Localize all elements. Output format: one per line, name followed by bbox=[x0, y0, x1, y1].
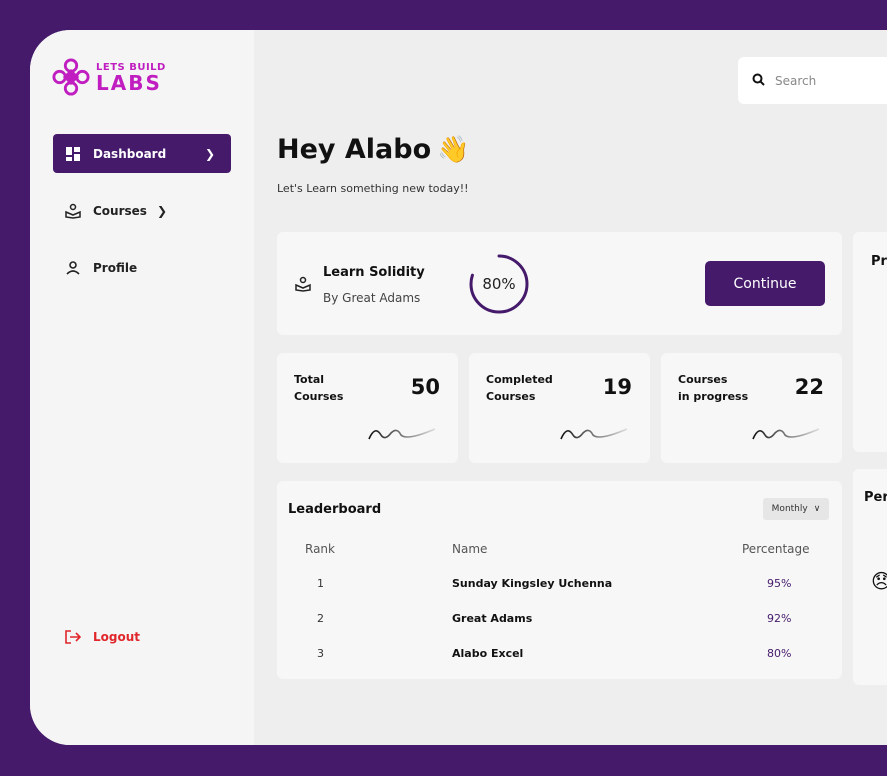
name-cell: Great Adams bbox=[452, 612, 533, 625]
stat-card-completed: Completed Courses 19 bbox=[469, 353, 650, 463]
course-author: By Great Adams bbox=[323, 291, 421, 305]
dashboard-icon bbox=[65, 146, 81, 162]
logo-text-top: LETS BUILD bbox=[96, 61, 166, 73]
trend-squiggle-icon bbox=[560, 428, 628, 440]
user-icon bbox=[65, 260, 81, 276]
column-header-rank: Rank bbox=[305, 542, 335, 556]
chevron-right-icon: ❯ bbox=[156, 203, 167, 218]
column-header-name: Name bbox=[452, 542, 488, 556]
page-title: Hey Alabo 👋 bbox=[277, 134, 470, 165]
sidebar-item-profile[interactable]: Profile bbox=[53, 248, 231, 287]
progress-ring bbox=[469, 254, 529, 314]
percentage-cell: 92% bbox=[767, 612, 792, 625]
leaderboard-title: Leaderboard bbox=[288, 502, 382, 517]
stat-card-in-progress: Courses in progress 22 bbox=[661, 353, 842, 463]
sidebar: LETS BUILD LABS Dashboard ❯ Courses ❯ Pr… bbox=[30, 30, 254, 745]
app-frame: LETS BUILD LABS Dashboard ❯ Courses ❯ Pr… bbox=[30, 30, 887, 745]
sidebar-item-dashboard[interactable]: Dashboard ❯ bbox=[53, 134, 231, 173]
progress-panel: Pr bbox=[853, 232, 887, 452]
continue-button[interactable]: Continue bbox=[705, 261, 825, 306]
waving-hand-icon: 👋 bbox=[437, 134, 470, 165]
period-select[interactable]: Monthly ∨ bbox=[763, 498, 829, 520]
chevron-right-icon: ❯ bbox=[204, 146, 215, 161]
search-icon bbox=[752, 71, 765, 90]
logo-text-bottom: LABS bbox=[96, 70, 162, 95]
stat-label: Total Courses bbox=[294, 373, 344, 403]
trend-squiggle-icon bbox=[752, 428, 820, 440]
sidebar-item-label: Courses bbox=[93, 203, 147, 218]
logo-mark-icon bbox=[52, 58, 90, 96]
sidebar-item-label: Profile bbox=[93, 260, 138, 275]
progress-percentage: 80% bbox=[482, 275, 516, 293]
trend-squiggle-icon bbox=[368, 428, 436, 440]
column-header-percentage: Percentage bbox=[742, 542, 810, 556]
logout-label: Logout bbox=[93, 629, 141, 644]
stat-value: 50 bbox=[410, 375, 440, 399]
current-course-card: Learn Solidity By Great Adams 80% Contin… bbox=[277, 232, 842, 335]
rank-cell: 2 bbox=[317, 612, 324, 625]
sad-face-icon: 😞 bbox=[871, 569, 887, 593]
book-icon bbox=[65, 203, 81, 219]
period-select-value: Monthly bbox=[771, 504, 808, 514]
rank-cell: 1 bbox=[317, 577, 324, 590]
percentage-cell: 80% bbox=[767, 647, 792, 660]
stat-value: 19 bbox=[602, 375, 632, 399]
leaderboard-card: Leaderboard Monthly ∨ Rank Name Percenta… bbox=[277, 481, 842, 679]
performance-panel: Per 😞 bbox=[853, 469, 887, 685]
search-input[interactable]: Search bbox=[738, 57, 887, 104]
stat-card-total: Total Courses 50 bbox=[277, 353, 458, 463]
chevron-down-icon: ∨ bbox=[813, 504, 821, 514]
sidebar-item-courses[interactable]: Courses ❯ bbox=[53, 191, 231, 230]
stat-label: Completed Courses bbox=[486, 373, 553, 403]
logo[interactable]: LETS BUILD LABS bbox=[52, 58, 166, 96]
name-cell: Sunday Kingsley Uchenna bbox=[452, 577, 613, 590]
panel-title: Per bbox=[864, 490, 887, 505]
stat-label: Courses in progress bbox=[678, 373, 749, 403]
greeting-text: Hey Alabo bbox=[277, 134, 432, 165]
search-placeholder: Search bbox=[775, 73, 817, 88]
stat-value: 22 bbox=[794, 375, 824, 399]
page-subtitle: Let's Learn something new today!! bbox=[277, 182, 469, 195]
course-title: Learn Solidity bbox=[323, 265, 425, 280]
rank-cell: 3 bbox=[317, 647, 324, 660]
percentage-cell: 95% bbox=[767, 577, 792, 590]
panel-title: Pr bbox=[871, 254, 887, 269]
name-cell: Alabo Excel bbox=[452, 647, 524, 660]
logout-icon bbox=[65, 629, 81, 645]
book-icon bbox=[295, 276, 311, 296]
sidebar-item-label: Dashboard bbox=[93, 146, 167, 161]
logout-button[interactable]: Logout bbox=[53, 617, 231, 656]
